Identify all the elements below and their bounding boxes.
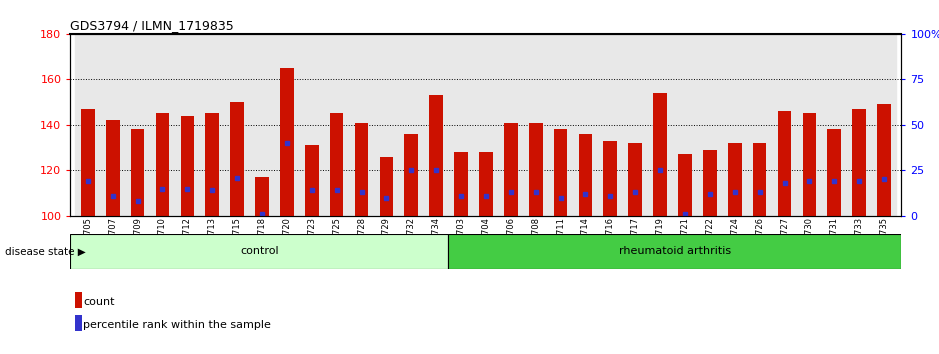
Bar	[747, 34, 772, 216]
Bar	[330, 113, 344, 216]
Bar	[250, 34, 274, 216]
Bar	[374, 34, 399, 216]
Bar	[523, 34, 548, 216]
Bar	[678, 154, 692, 216]
Bar	[300, 34, 324, 216]
Bar	[822, 34, 847, 216]
Bar	[772, 34, 797, 216]
Text: GDS3794 / ILMN_1719835: GDS3794 / ILMN_1719835	[70, 19, 234, 33]
Bar	[797, 34, 822, 216]
Bar	[454, 152, 468, 216]
Bar	[448, 234, 901, 269]
Bar	[156, 113, 169, 216]
Bar	[803, 113, 816, 216]
Bar	[827, 129, 841, 216]
Bar	[106, 120, 119, 216]
Text: rheumatoid arthritis: rheumatoid arthritis	[619, 246, 731, 256]
Bar	[324, 34, 349, 216]
Bar	[648, 34, 672, 216]
Bar	[604, 141, 617, 216]
Bar	[230, 102, 244, 216]
Bar	[449, 34, 473, 216]
Bar	[598, 34, 623, 216]
Bar	[499, 34, 523, 216]
Text: percentile rank within the sample: percentile rank within the sample	[84, 320, 271, 330]
Bar	[548, 34, 573, 216]
Bar	[379, 157, 393, 216]
Bar	[70, 234, 448, 269]
Bar	[74, 292, 82, 308]
Bar	[473, 34, 499, 216]
Bar	[672, 34, 698, 216]
Bar	[479, 152, 493, 216]
Bar	[423, 34, 449, 216]
Text: control: control	[240, 246, 279, 256]
Bar	[81, 109, 95, 216]
Bar	[74, 315, 82, 331]
Bar	[429, 95, 443, 216]
Bar	[623, 34, 648, 216]
Bar	[399, 34, 423, 216]
Bar	[255, 177, 269, 216]
Bar	[504, 122, 517, 216]
Bar	[554, 129, 567, 216]
Bar	[180, 116, 194, 216]
Bar	[853, 109, 866, 216]
Bar	[777, 111, 792, 216]
Bar	[131, 129, 145, 216]
Bar	[355, 122, 368, 216]
Bar	[150, 34, 175, 216]
Bar	[280, 68, 294, 216]
Bar	[871, 34, 897, 216]
Bar	[206, 113, 219, 216]
Bar	[728, 143, 742, 216]
Bar	[573, 34, 598, 216]
Text: disease state ▶: disease state ▶	[5, 246, 85, 256]
Bar	[703, 150, 716, 216]
Bar	[578, 134, 593, 216]
Bar	[529, 122, 543, 216]
Text: count: count	[84, 297, 115, 307]
Bar	[224, 34, 250, 216]
Bar	[305, 145, 318, 216]
Bar	[125, 34, 150, 216]
Bar	[175, 34, 200, 216]
Bar	[200, 34, 224, 216]
Bar	[847, 34, 871, 216]
Bar	[75, 34, 100, 216]
Bar	[654, 93, 667, 216]
Bar	[753, 143, 766, 216]
Bar	[405, 134, 418, 216]
Bar	[877, 104, 891, 216]
Bar	[698, 34, 722, 216]
Bar	[628, 143, 642, 216]
Bar	[274, 34, 300, 216]
Bar	[722, 34, 747, 216]
Bar	[349, 34, 374, 216]
Bar	[100, 34, 125, 216]
